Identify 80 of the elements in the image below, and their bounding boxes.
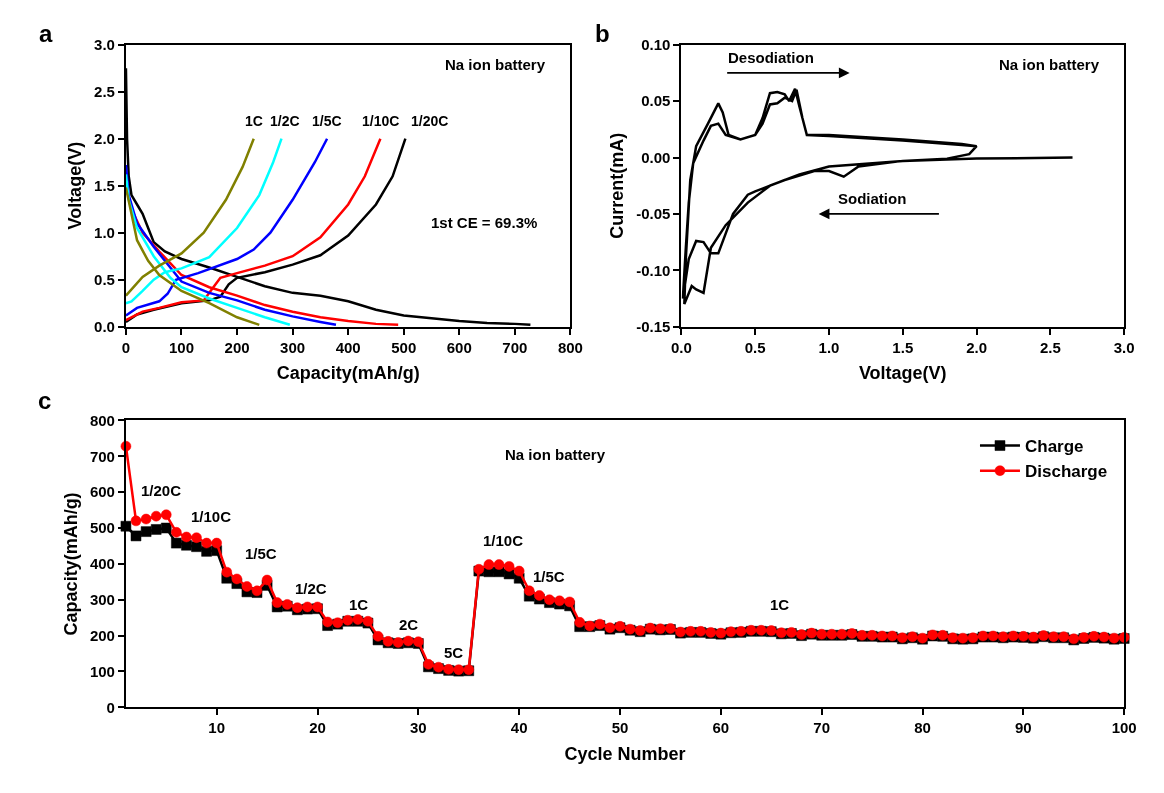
y-tick-label: 0: [106, 698, 115, 716]
annotation: Desodiation: [728, 49, 814, 66]
y-tick-label: 800: [89, 411, 115, 429]
legend-label: Discharge: [1024, 462, 1108, 482]
x-axis-title: Capacity(mAh/g): [276, 363, 420, 384]
x-tick-label: 2.0: [966, 338, 988, 356]
x-axis-title: Voltage(V): [858, 363, 947, 384]
y-tick-label: -0.15: [636, 317, 671, 335]
annotation: 5C: [444, 644, 464, 661]
y-tick-label: 0.5: [94, 270, 115, 288]
y-tick-label: 400: [89, 555, 115, 573]
annotation: 1/5C: [533, 568, 565, 585]
annotation: 1/10C: [191, 508, 232, 525]
series-label: 1/20C: [411, 113, 449, 129]
x-tick-label: 40: [510, 719, 528, 737]
x-tick-label: 0.5: [744, 338, 766, 356]
annotation: Sodiation: [838, 190, 907, 207]
y-tick-label: 300: [89, 591, 115, 608]
legend-label: Charge: [1024, 437, 1084, 457]
y-axis-title: Current(mA): [606, 132, 627, 239]
x-tick-label: 20: [309, 719, 326, 737]
x-tick-label: 80: [914, 719, 931, 737]
y-tick-label: -0.10: [636, 261, 671, 279]
y-tick-label: 200: [89, 626, 115, 644]
y-tick-label: 3.0: [94, 35, 115, 53]
y-tick-label: 0.10: [641, 35, 671, 53]
x-tick-label: 1.5: [892, 338, 914, 356]
x-tick-label: 100: [168, 338, 195, 356]
series-label: 1/10C: [362, 113, 400, 129]
x-tick-label: 50: [611, 719, 629, 737]
x-tick-label: 3.0: [1113, 338, 1135, 356]
annotation: Na ion battery: [445, 56, 546, 73]
y-tick-label: 2.5: [94, 82, 115, 100]
x-tick-label: 2.5: [1039, 338, 1061, 356]
x-tick-label: 70: [813, 719, 831, 737]
x-axis-title: Cycle Number: [564, 743, 686, 764]
x-tick-label: 600: [446, 338, 472, 356]
y-tick-label: 600: [89, 483, 115, 501]
y-tick-label: 700: [89, 447, 115, 465]
x-tick-label: 700: [502, 338, 528, 356]
annotation: Na ion battery: [505, 446, 606, 463]
annotation: 2C: [399, 616, 419, 633]
x-tick-label: 1.0: [818, 338, 840, 356]
y-tick-label: 1.0: [94, 223, 115, 241]
y-tick-label: 100: [89, 662, 115, 680]
text: b: [595, 20, 610, 47]
series-label: 1/5C: [312, 113, 342, 129]
y-axis-title: Capacity(mAh/g): [60, 492, 81, 636]
x-tick-label: 0.0: [670, 338, 692, 356]
annotation: 1C: [349, 596, 369, 613]
y-tick-label: 0.0: [94, 317, 115, 335]
x-tick-label: 400: [335, 338, 361, 356]
y-tick-label: -0.05: [636, 205, 671, 223]
x-tick-label: 30: [410, 719, 427, 737]
annotation: 1C: [770, 596, 790, 613]
x-tick-label: 100: [1111, 719, 1137, 737]
annotation: 1/10C: [483, 532, 524, 549]
annotation: Na ion battery: [999, 56, 1100, 73]
x-tick-label: 200: [224, 338, 250, 356]
y-tick-label: 0.05: [641, 92, 671, 110]
y-tick-label: 500: [89, 519, 115, 537]
x-tick-label: 60: [712, 719, 730, 737]
y-tick-label: 0.00: [641, 148, 671, 166]
y-axis-title: Voltage(V): [64, 141, 85, 230]
annotation: 1/20C: [141, 482, 182, 499]
y-tick-label: 2.0: [94, 129, 115, 147]
x-tick-label: 500: [391, 338, 417, 356]
x-tick-label: 300: [280, 338, 306, 356]
series-label: 1/2C: [270, 113, 300, 129]
x-tick-label: 0: [121, 338, 131, 356]
x-tick-label: 90: [1015, 719, 1032, 737]
series-label: 1C: [245, 113, 263, 129]
text: a: [39, 20, 53, 47]
annotation: 1st CE = 69.3%: [431, 214, 538, 231]
x-tick-label: 800: [557, 338, 583, 356]
x-tick-label: 10: [208, 719, 226, 737]
text: c: [38, 387, 52, 414]
annotation: 1/2C: [295, 580, 327, 597]
annotation: 1/5C: [245, 545, 277, 562]
y-tick-label: 1.5: [94, 176, 115, 194]
